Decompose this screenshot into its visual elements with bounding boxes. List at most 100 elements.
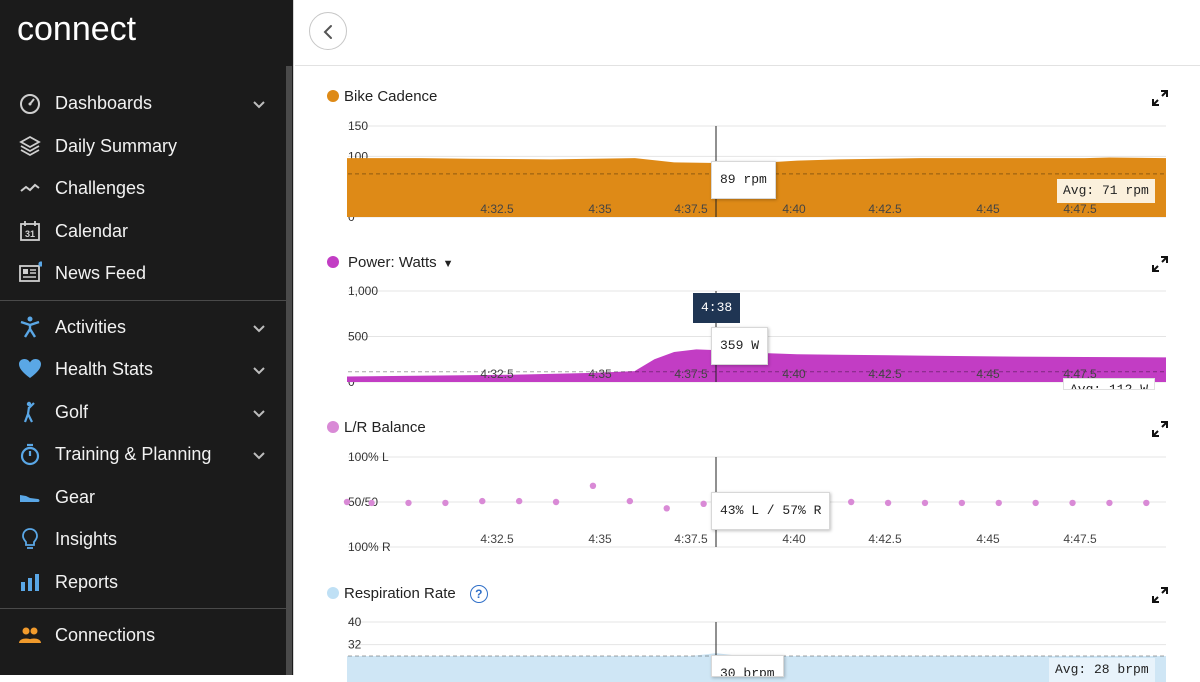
- y-tick-label: 32: [348, 638, 362, 652]
- sidebar-item-insights[interactable]: Insights: [0, 519, 286, 559]
- balance-tooltip: 43% L / 57% R: [711, 492, 831, 530]
- expand-icon[interactable]: [1152, 587, 1168, 603]
- layers-icon: [18, 134, 42, 158]
- data-point: [700, 500, 707, 507]
- sidebar-item-health-stats[interactable]: Health Stats: [0, 349, 286, 389]
- svg-text:31: 31: [25, 229, 35, 239]
- data-point: [589, 482, 597, 489]
- data-point: [921, 499, 929, 507]
- heart-icon: [18, 357, 42, 381]
- sidebar-item-challenges[interactable]: Challenges: [0, 168, 286, 208]
- sidebar-item-dashboards[interactable]: Dashboards: [0, 83, 286, 123]
- x-tick-label: 4:42.5: [868, 532, 902, 546]
- sidebar-item-gear[interactable]: Gear: [0, 477, 286, 517]
- sidebar-item-label: Health Stats: [55, 359, 154, 379]
- y-tick-label: 150: [348, 119, 368, 133]
- data-point: [626, 497, 634, 505]
- x-tick-label: 4:35: [588, 367, 612, 381]
- x-tick-label: 4:47.5: [1063, 532, 1097, 546]
- sidebar-item-connections[interactable]: Connections: [0, 615, 286, 655]
- y-tick-label: 1,000: [348, 284, 378, 298]
- data-point: [405, 499, 412, 507]
- data-point: [1143, 499, 1150, 507]
- cadence-avg-label: Avg: 71 rpm: [1057, 179, 1155, 203]
- data-point: [368, 499, 375, 507]
- sidebar-scrollbar[interactable]: [286, 66, 292, 675]
- sidebar-item-label: Golf: [55, 402, 89, 422]
- data-point: [847, 498, 855, 506]
- chart-title-balance: L/R Balance: [327, 419, 426, 437]
- x-tick-label: 4:37.5: [674, 367, 708, 381]
- sidebar-item-label: Connections: [55, 625, 156, 645]
- sidebar-item-activities[interactable]: Activities: [0, 307, 286, 347]
- chevron-left-icon: [323, 25, 332, 39]
- data-point: [884, 499, 892, 507]
- data-point: [479, 497, 486, 505]
- chevron-down-icon[interactable]: [252, 406, 266, 418]
- data-point: [663, 505, 670, 512]
- data-point: [552, 498, 560, 506]
- help-icon[interactable]: ?: [469, 585, 488, 603]
- sidebar-item-calendar[interactable]: 31 Calendar: [0, 211, 286, 251]
- sidebar-item-training-planning[interactable]: Training & Planning: [0, 434, 286, 474]
- cursor-time-badge: 4:38: [693, 293, 741, 323]
- sidebar-item-reports[interactable]: Reports: [0, 562, 286, 602]
- logo-text: connect: [17, 12, 137, 46]
- power-legend-dot: [327, 256, 339, 268]
- cadence-legend-dot: [327, 90, 339, 102]
- lightbulb-icon: [18, 527, 42, 551]
- top-bar: [295, 0, 1200, 66]
- stopwatch-icon: [18, 442, 42, 466]
- data-point: [995, 499, 1002, 507]
- dashboard-gauge-icon: [18, 91, 42, 115]
- sidebar-item-label: Calendar: [55, 221, 129, 241]
- golfer-icon: [18, 400, 42, 424]
- people-icon: [18, 623, 42, 647]
- y-tick-label: 100% R: [348, 540, 391, 554]
- expand-icon[interactable]: [1152, 90, 1168, 106]
- x-tick-label: 4:40: [782, 367, 806, 381]
- news-feed-icon: [18, 261, 44, 285]
- chart-title-cadence: Bike Cadence: [327, 88, 437, 106]
- sidebar-item-label: Gear: [55, 487, 96, 507]
- power-avg-label: Avg: 112 W: [1063, 378, 1156, 390]
- expand-icon[interactable]: [1152, 421, 1168, 437]
- y-tick-label: 100% L: [348, 450, 389, 464]
- chevron-down-icon[interactable]: [252, 363, 266, 375]
- connect-logo[interactable]: connect: [17, 12, 182, 52]
- data-point: [958, 499, 966, 507]
- x-tick-label: 4:42.5: [868, 367, 902, 381]
- balance-title: L/R Balance: [344, 419, 426, 436]
- expand-icon[interactable]: [1152, 256, 1168, 272]
- x-tick-label: 4:47.5: [1063, 367, 1097, 381]
- shoe-icon: [18, 485, 42, 509]
- calendar-icon: 31: [18, 219, 42, 243]
- x-tick-label: 4:40: [782, 202, 806, 216]
- sidebar-item-news-feed[interactable]: News Feed: [0, 253, 286, 293]
- chart-title-power[interactable]: Power: Watts ▼: [327, 254, 454, 273]
- data-point: [1106, 499, 1113, 507]
- sidebar-item-label: Dashboards: [55, 93, 153, 113]
- x-tick-label: 4:37.5: [674, 202, 708, 216]
- data-point: [1032, 499, 1039, 507]
- respiration-avg-label: Avg: 28 brpm: [1049, 658, 1155, 682]
- x-tick-label: 4:45: [976, 367, 1000, 381]
- power-tooltip: 359 W: [711, 327, 769, 365]
- series-area: [347, 349, 1166, 382]
- respiration-legend-dot: [327, 587, 339, 599]
- sidebar-item-label: Daily Summary: [55, 136, 178, 156]
- chevron-down-icon[interactable]: [252, 448, 266, 460]
- back-button[interactable]: [309, 12, 347, 50]
- chevron-down-icon[interactable]: [252, 97, 266, 109]
- sidebar-item-golf[interactable]: Golf: [0, 392, 286, 432]
- sidebar-item-label: Activities: [55, 317, 127, 337]
- power-title[interactable]: Power: Watts: [348, 254, 437, 271]
- x-tick-label: 4:45: [976, 202, 1000, 216]
- dropdown-caret-icon[interactable]: ▼: [442, 258, 454, 270]
- sidebar-divider: [0, 300, 286, 301]
- challenges-icon: [18, 176, 42, 200]
- sidebar-item-daily-summary[interactable]: Daily Summary: [0, 126, 286, 166]
- x-tick-label: 4:37.5: [674, 532, 708, 546]
- chevron-down-icon[interactable]: [252, 321, 266, 333]
- sidebar: connect Dashboards Daily Summary Challenge…: [0, 0, 294, 675]
